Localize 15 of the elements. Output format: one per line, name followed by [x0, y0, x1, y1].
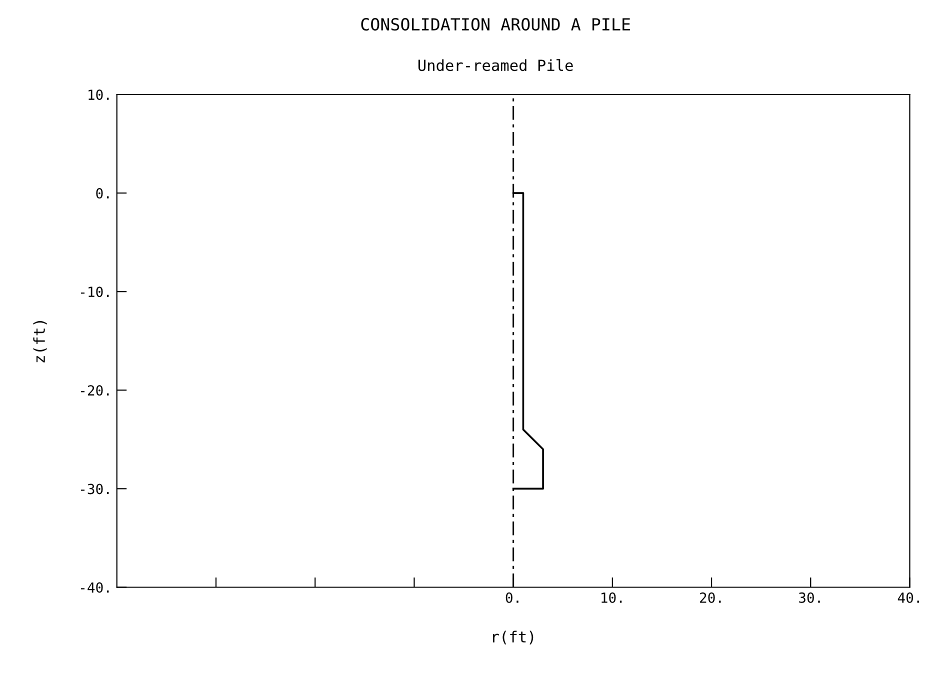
x-tick-label: 30. [799, 592, 820, 603]
x-tick-label: 10. [602, 592, 622, 603]
y-tick-label: -30. [80, 484, 109, 494]
y-tick-label: 0. [96, 188, 109, 199]
x-tick-label: 20. [700, 592, 721, 603]
x-tick-label: 40. [898, 592, 919, 603]
y-tick-label: -40. [80, 582, 109, 593]
x-tick-label: 0. [506, 592, 518, 603]
y-tick-label: 10. [88, 90, 109, 100]
chart-title: CONSOLIDATION AROUND A PILE [361, 18, 630, 31]
y-tick-label: -10. [80, 286, 109, 298]
y-tick-label: -20. [80, 385, 109, 396]
chart-subtitle: Under-reamed Pile [418, 59, 573, 72]
y-axis-title: z(ft) [33, 321, 47, 362]
x-axis-title: r(ft) [493, 630, 534, 644]
